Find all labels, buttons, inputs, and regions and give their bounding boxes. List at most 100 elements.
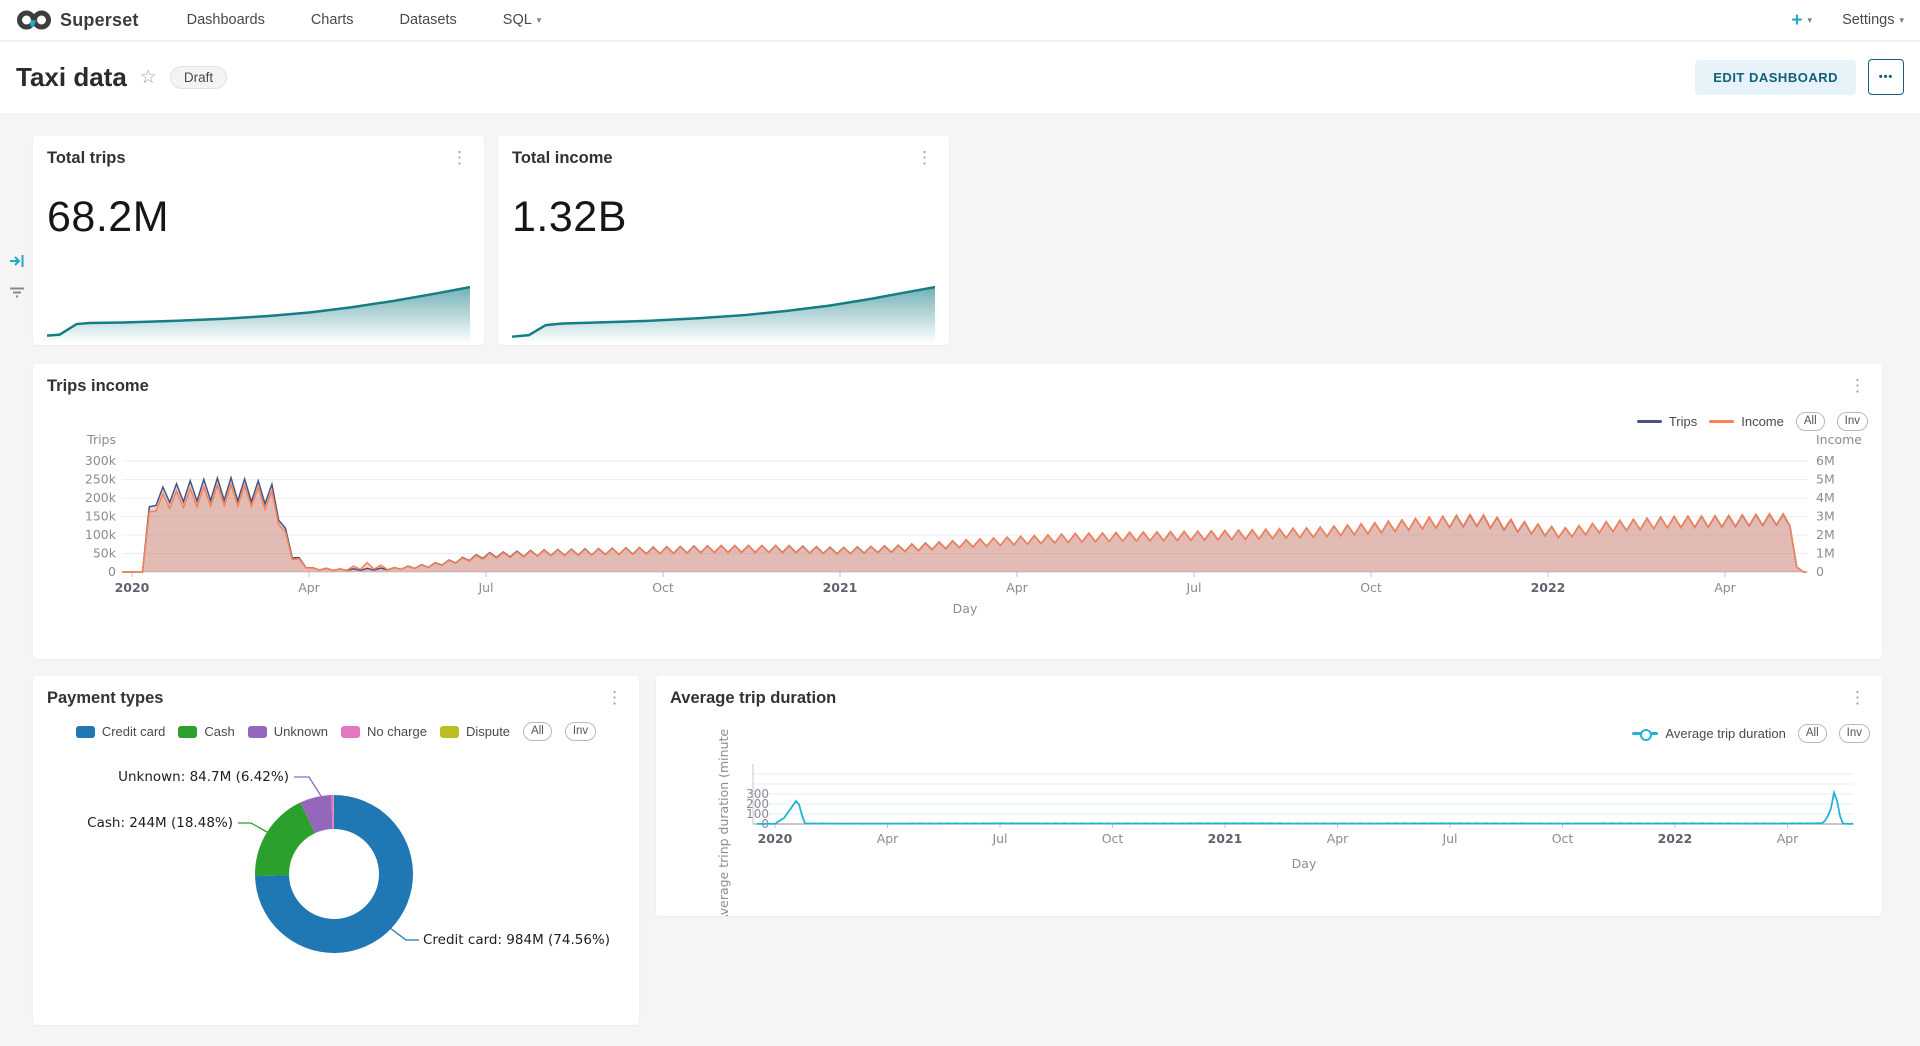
trips-income-panel: Trips income ⋮ Trips Income All Inv 300k… — [33, 364, 1882, 659]
svg-text:Oct: Oct — [1552, 831, 1574, 846]
svg-text:150k: 150k — [85, 509, 117, 524]
svg-text:Cash: 244M (18.48%): Cash: 244M (18.48%) — [87, 815, 233, 831]
big-number-value: 68.2M — [47, 193, 170, 241]
svg-text:2022: 2022 — [1658, 831, 1693, 846]
svg-text:0: 0 — [108, 564, 116, 579]
legend-item-avg-trip-duration[interactable]: Average trip duration — [1632, 726, 1786, 741]
settings-label: Settings — [1842, 12, 1895, 28]
total-income-card: Total income ⋮ 1.32B — [498, 136, 949, 345]
svg-text:5M: 5M — [1816, 472, 1835, 487]
legend-label: Unknown — [273, 724, 328, 739]
svg-text:Day: Day — [1292, 856, 1317, 871]
svg-text:200: 200 — [746, 797, 769, 811]
legend-item-unknown[interactable]: Unknown — [247, 724, 328, 739]
chart-title: Payment types — [47, 689, 164, 707]
more-options-icon[interactable]: ⋮ — [451, 148, 468, 167]
chevron-down-icon: ▾ — [1807, 14, 1813, 25]
svg-text:Jul: Jul — [1441, 831, 1457, 846]
draft-badge: Draft — [169, 65, 228, 89]
svg-text:2020: 2020 — [758, 831, 793, 846]
nav-sql[interactable]: SQL ▾ — [503, 12, 542, 28]
svg-text:Apr: Apr — [1327, 831, 1349, 846]
legend-all-button[interactable]: All — [1797, 724, 1827, 743]
credit-card-swatch — [75, 725, 95, 738]
avg-duration-line-swatch — [1632, 728, 1659, 741]
svg-text:2021: 2021 — [823, 580, 858, 595]
svg-text:Average trinp duration (minute: Average trinp duration (minute — [716, 729, 731, 916]
expand-filter-bar-button[interactable] — [8, 253, 26, 272]
more-options-icon[interactable]: ⋮ — [916, 148, 933, 167]
svg-text:300k: 300k — [85, 453, 117, 468]
legend-item-no-charge[interactable]: No charge — [340, 724, 427, 739]
payment-types-donut-chart[interactable]: Unknown: 84.7M (6.42%) Cash: 244M (18.48%… — [33, 676, 639, 1025]
chart-legend: Credit card Cash Unknown No charge Dispu… — [33, 722, 639, 741]
legend-label: Dispute — [465, 724, 511, 739]
chart-title: Average trip duration — [670, 689, 837, 707]
svg-text:Unknown: 84.7M (6.42%): Unknown: 84.7M (6.42%) — [118, 769, 289, 785]
legend-label: Credit card — [101, 724, 166, 739]
income-line-swatch — [1709, 420, 1735, 423]
legend-item-cash[interactable]: Cash — [178, 724, 235, 739]
svg-text:Oct: Oct — [1360, 580, 1382, 595]
legend-label: No charge — [366, 724, 427, 739]
new-button[interactable]: + ▾ — [1791, 11, 1812, 30]
superset-logo[interactable]: Superset — [16, 8, 139, 32]
svg-text:Income: Income — [1816, 432, 1862, 447]
infinity-logo-icon — [17, 10, 51, 30]
total-trips-sparkline[interactable] — [47, 283, 470, 343]
more-options-icon[interactable]: ⋮ — [1849, 376, 1866, 395]
circle-marker-icon — [1640, 728, 1653, 741]
avg-trip-duration-panel: Average trip duration ⋮ Average trip dur… — [656, 676, 1882, 916]
dispute-swatch — [439, 725, 459, 738]
filters-button[interactable] — [8, 286, 26, 303]
legend-item-trips[interactable]: Trips — [1636, 414, 1698, 429]
legend-item-dispute[interactable]: Dispute — [439, 724, 511, 739]
svg-text:100: 100 — [746, 807, 769, 821]
chart-title: Trips income — [47, 377, 149, 395]
filter-rail — [8, 253, 26, 303]
svg-text:2021: 2021 — [1208, 831, 1243, 846]
chart-title: Total income — [512, 149, 613, 167]
svg-text:Apr: Apr — [1006, 580, 1028, 595]
legend-item-income[interactable]: Income — [1709, 414, 1784, 429]
legend-all-button[interactable]: All — [1795, 412, 1825, 431]
chevron-down-icon: ▾ — [536, 14, 542, 25]
legend-inv-button[interactable]: Inv — [564, 722, 597, 741]
legend-inv-button[interactable]: Inv — [1836, 412, 1868, 431]
legend-label: Trips — [1668, 414, 1698, 429]
total-trips-card: Total trips ⋮ 68.2M — [33, 136, 484, 345]
chart-title: Total trips — [47, 149, 126, 167]
edit-dashboard-button[interactable]: EDIT DASHBOARD — [1695, 59, 1856, 95]
svg-text:Apr: Apr — [1714, 580, 1736, 595]
svg-text:Jul: Jul — [991, 831, 1007, 846]
legend-inv-button[interactable]: Inv — [1838, 724, 1870, 743]
dashboard-grid: Total trips ⋮ 68.2M Total income ⋮ 1.32B… — [0, 113, 1920, 1046]
more-options-icon[interactable]: ⋮ — [1849, 688, 1866, 707]
settings-menu[interactable]: Settings ▾ — [1842, 12, 1904, 28]
chart-legend: Trips Income All Inv — [1636, 412, 1868, 431]
favorite-star-icon[interactable]: ☆ — [139, 66, 157, 88]
svg-text:Apr: Apr — [298, 580, 320, 595]
nav-dashboards[interactable]: Dashboards — [186, 12, 265, 28]
legend-item-credit-card[interactable]: Credit card — [75, 724, 166, 739]
nav-datasets[interactable]: Datasets — [399, 12, 457, 28]
svg-text:2020: 2020 — [115, 580, 150, 595]
dashboard-more-button[interactable]: ••• — [1868, 59, 1904, 95]
nav-right: + ▾ Settings ▾ — [1791, 11, 1904, 30]
svg-text:6M: 6M — [1816, 453, 1835, 468]
legend-all-button[interactable]: All — [523, 722, 552, 741]
nav-sql-label: SQL — [502, 12, 532, 28]
svg-text:50k: 50k — [93, 546, 117, 561]
more-options-icon[interactable]: ⋮ — [606, 688, 623, 707]
legend-label: Average trip duration — [1665, 726, 1786, 741]
svg-text:Oct: Oct — [1102, 831, 1124, 846]
svg-text:4M: 4M — [1816, 490, 1835, 505]
unknown-swatch — [247, 725, 267, 738]
total-income-sparkline[interactable] — [512, 283, 935, 343]
nav-charts[interactable]: Charts — [310, 12, 354, 28]
cash-swatch — [178, 725, 198, 738]
svg-text:Oct: Oct — [652, 580, 674, 595]
filter-icon — [10, 287, 24, 298]
